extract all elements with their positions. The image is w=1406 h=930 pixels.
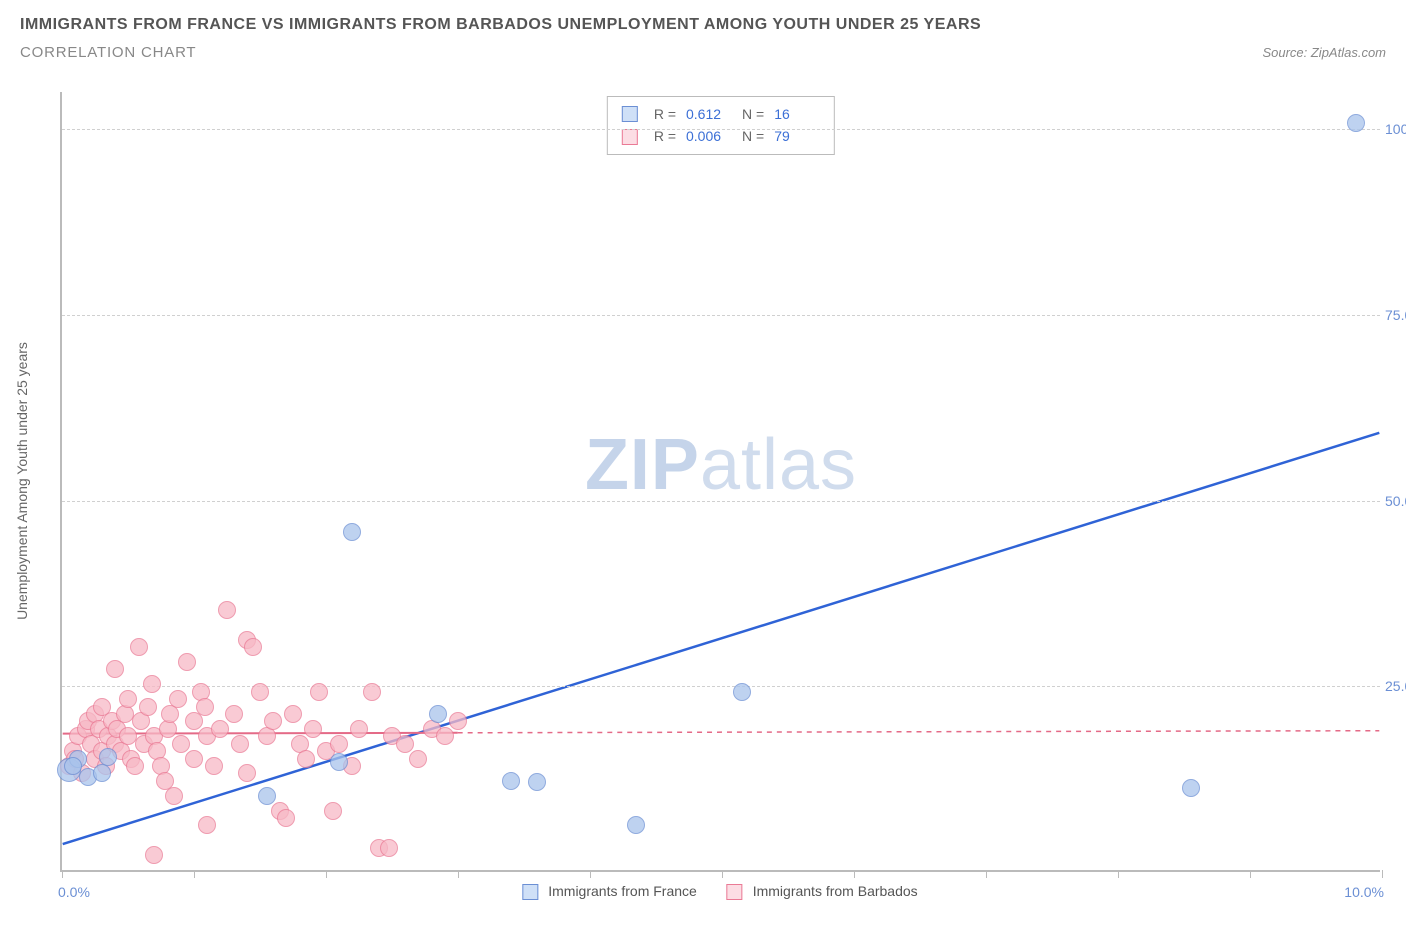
scatter-point [139,698,157,716]
gridline [62,501,1380,502]
scatter-point [130,638,148,656]
scatter-point [330,753,348,771]
gridline [62,129,1380,130]
scatter-point [304,720,322,738]
legend-swatch-france-icon [522,884,538,900]
scatter-point [93,764,111,782]
y-tick-label: 50.0% [1385,493,1406,509]
scatter-point [211,720,229,738]
scatter-point [264,712,282,730]
x-tick [326,870,327,878]
scatter-point [185,750,203,768]
x-tick [194,870,195,878]
scatter-point [106,660,124,678]
correlation-legend: R = 0.612 N = 16 R = 0.006 N = 79 [607,96,835,155]
scatter-point [363,683,381,701]
legend-r-label: R = [654,103,676,125]
chart-subtitle: CORRELATION CHART [20,44,196,61]
scatter-point [733,683,751,701]
y-tick-label: 100.0% [1385,121,1406,137]
series-legend: Immigrants from France Immigrants from B… [522,883,917,900]
scatter-point [143,675,161,693]
plot-region: Unemployment Among Youth under 25 years … [60,92,1380,872]
scatter-point [218,601,236,619]
scatter-point [380,839,398,857]
chart-area: Unemployment Among Youth under 25 years … [60,92,1380,872]
scatter-point [185,712,203,730]
scatter-point [198,816,216,834]
x-tick [1382,870,1383,878]
x-tick [1118,870,1119,878]
scatter-point [324,802,342,820]
scatter-point [145,846,163,864]
scatter-point [449,712,467,730]
source-attribution: Source: ZipAtlas.com [1262,45,1386,60]
trend-lines-layer [62,92,1380,870]
scatter-point [396,735,414,753]
scatter-point [258,787,276,805]
legend-label-barbados: Immigrants from Barbados [753,883,918,899]
x-tick-min: 0.0% [58,884,90,900]
scatter-point [231,735,249,753]
scatter-point [277,809,295,827]
chart-header: IMMIGRANTS FROM FRANCE VS IMMIGRANTS FRO… [0,0,1406,61]
x-tick [590,870,591,878]
scatter-point [126,757,144,775]
scatter-point [99,748,117,766]
gridline [62,315,1380,316]
scatter-point [251,683,269,701]
legend-n-france: 16 [774,103,820,125]
legend-swatch-france [622,106,638,122]
scatter-point [119,690,137,708]
scatter-point [627,816,645,834]
scatter-point [502,772,520,790]
legend-row-france: R = 0.612 N = 16 [622,103,820,125]
scatter-point [1347,114,1365,132]
x-tick [986,870,987,878]
x-tick [722,870,723,878]
legend-item-france: Immigrants from France [522,883,696,900]
scatter-point [225,705,243,723]
x-tick [458,870,459,878]
trend-line [63,433,1380,844]
scatter-point [172,735,190,753]
legend-n-label: N = [742,103,764,125]
scatter-point [64,757,82,775]
scatter-point [1182,779,1200,797]
scatter-point [528,773,546,791]
scatter-point [169,690,187,708]
scatter-point [284,705,302,723]
scatter-point [178,653,196,671]
scatter-point [196,698,214,716]
scatter-point [409,750,427,768]
scatter-point [350,720,368,738]
y-tick-label: 75.0% [1385,307,1406,323]
legend-item-barbados: Immigrants from Barbados [727,883,918,900]
legend-label-france: Immigrants from France [548,883,697,899]
legend-swatch-barbados-icon [727,884,743,900]
legend-swatch-barbados [622,129,638,145]
scatter-point [297,750,315,768]
y-tick-label: 25.0% [1385,678,1406,694]
legend-r-france: 0.612 [686,103,732,125]
scatter-point [330,735,348,753]
x-tick [854,870,855,878]
scatter-point [205,757,223,775]
scatter-point [238,764,256,782]
y-axis-label: Unemployment Among Youth under 25 years [14,342,30,620]
x-tick [1250,870,1251,878]
scatter-point [165,787,183,805]
subtitle-row: CORRELATION CHART Source: ZipAtlas.com [20,44,1386,61]
scatter-point [429,705,447,723]
scatter-point [343,523,361,541]
scatter-point [244,638,262,656]
scatter-point [310,683,328,701]
chart-title: IMMIGRANTS FROM FRANCE VS IMMIGRANTS FRO… [20,12,1386,38]
scatter-point [436,727,454,745]
trend-line [458,731,1380,733]
x-tick-max: 10.0% [1344,884,1384,900]
x-tick [62,870,63,878]
